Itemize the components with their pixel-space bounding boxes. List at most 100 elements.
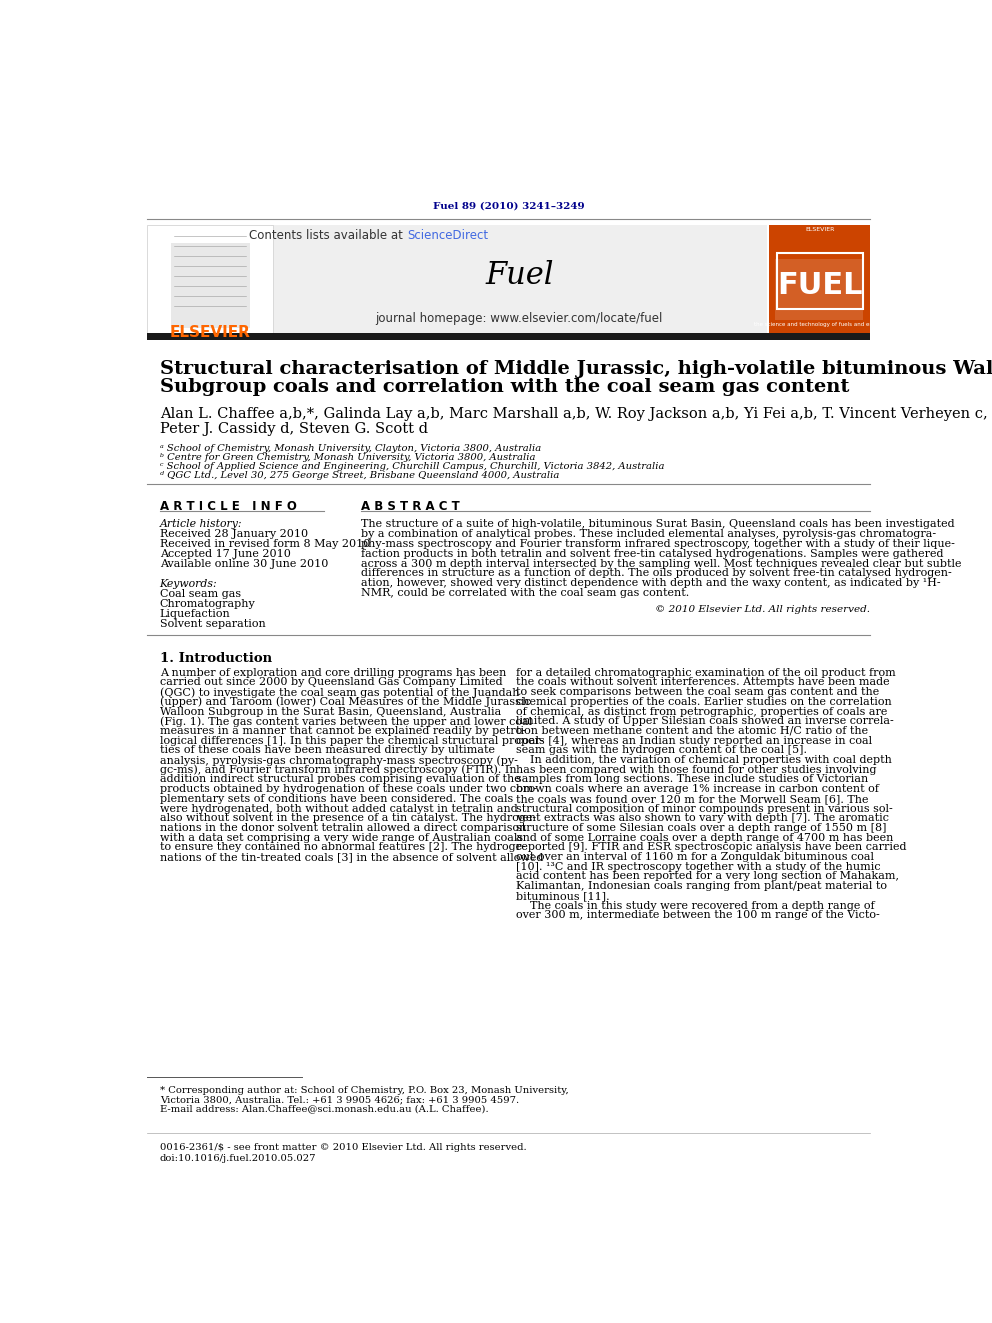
Bar — [171, 243, 250, 328]
Text: Liquefaction: Liquefaction — [160, 609, 230, 619]
Text: ties of these coals have been measured directly by ultimate: ties of these coals have been measured d… — [160, 745, 495, 755]
Text: structural composition of minor compounds present in various sol-: structural composition of minor compound… — [516, 803, 893, 814]
Bar — [147, 333, 870, 340]
Bar — [775, 259, 863, 320]
Text: seam gas with the hydrogen content of the coal [5].: seam gas with the hydrogen content of th… — [516, 745, 807, 755]
Text: acid content has been reported for a very long section of Mahakam,: acid content has been reported for a ver… — [516, 872, 899, 881]
Text: coals [4], whereas an Indian study reported an increase in coal: coals [4], whereas an Indian study repor… — [516, 736, 872, 746]
Text: reported [9]. FTIR and ESR spectroscopic analysis have been carried: reported [9]. FTIR and ESR spectroscopic… — [516, 843, 907, 852]
Text: to ensure they contained no abnormal features [2]. The hydroge-: to ensure they contained no abnormal fea… — [160, 843, 526, 852]
Text: limited. A study of Upper Silesian coals showed an inverse correla-: limited. A study of Upper Silesian coals… — [516, 716, 894, 726]
Text: NMR, could be correlated with the coal seam gas content.: NMR, could be correlated with the coal s… — [361, 589, 689, 598]
Text: Received in revised form 8 May 2010: Received in revised form 8 May 2010 — [160, 540, 370, 549]
Text: Alan L. Chaffee a,b,*, Galinda Lay a,b, Marc Marshall a,b, W. Roy Jackson a,b, Y: Alan L. Chaffee a,b,*, Galinda Lay a,b, … — [160, 406, 987, 421]
Text: also without solvent in the presence of a tin catalyst. The hydroge-: also without solvent in the presence of … — [160, 814, 536, 823]
Text: ELSEVIER: ELSEVIER — [170, 324, 250, 340]
Bar — [778, 254, 863, 308]
Text: A number of exploration and core drilling programs has been: A number of exploration and core drillin… — [160, 668, 506, 677]
Text: the science and technology of fuels and energy: the science and technology of fuels and … — [754, 321, 886, 327]
Bar — [769, 225, 870, 335]
Text: Contents lists available at: Contents lists available at — [249, 229, 407, 242]
Text: were hydrogenated, both without added catalyst in tetralin and: were hydrogenated, both without added ca… — [160, 803, 518, 814]
Text: Chromatography: Chromatography — [160, 599, 255, 609]
Text: by a combination of analytical probes. These included elemental analyses, pyroly: by a combination of analytical probes. T… — [361, 529, 936, 538]
Text: ELSEVIER: ELSEVIER — [806, 228, 834, 232]
Text: brown coals where an average 1% increase in carbon content of: brown coals where an average 1% increase… — [516, 785, 879, 794]
Bar — [186, 266, 233, 320]
Text: Received 28 January 2010: Received 28 January 2010 — [160, 529, 308, 540]
Text: products obtained by hydrogenation of these coals under two com-: products obtained by hydrogenation of th… — [160, 785, 537, 794]
Text: Fuel: Fuel — [485, 261, 554, 291]
Text: Walloon Subgroup in the Surat Basin, Queensland, Australia: Walloon Subgroup in the Surat Basin, Que… — [160, 706, 501, 717]
Text: addition indirect structural probes comprising evaluation of the: addition indirect structural probes comp… — [160, 774, 521, 785]
Text: gc-ms), and Fourier transform infrared spectroscopy (FTIR). In: gc-ms), and Fourier transform infrared s… — [160, 765, 516, 775]
Text: Solvent separation: Solvent separation — [160, 619, 266, 630]
Text: out over an interval of 1160 m for a Zonguldak bituminous coal: out over an interval of 1160 m for a Zon… — [516, 852, 874, 863]
Text: A R T I C L E   I N F O: A R T I C L E I N F O — [160, 500, 297, 513]
Text: doi:10.1016/j.fuel.2010.05.027: doi:10.1016/j.fuel.2010.05.027 — [160, 1154, 316, 1163]
Text: plementary sets of conditions have been considered. The coals: plementary sets of conditions have been … — [160, 794, 513, 804]
Text: nations of the tin-treated coals [3] in the absence of solvent allowed: nations of the tin-treated coals [3] in … — [160, 852, 543, 863]
Text: (upper) and Taroom (lower) Coal Measures of the Middle Jurassic: (upper) and Taroom (lower) Coal Measures… — [160, 697, 531, 708]
Text: The coals in this study were recovered from a depth range of: The coals in this study were recovered f… — [516, 901, 875, 910]
Text: chemical properties of the coals. Earlier studies on the correlation: chemical properties of the coals. Earlie… — [516, 697, 892, 706]
Bar — [192, 274, 227, 314]
Text: Keywords:: Keywords: — [160, 579, 217, 589]
Text: measures in a manner that cannot be explained readily by petro-: measures in a manner that cannot be expl… — [160, 726, 526, 736]
Text: E-mail address: Alan.Chaffee@sci.monash.edu.au (A.L. Chaffee).: E-mail address: Alan.Chaffee@sci.monash.… — [160, 1105, 488, 1114]
Text: nations in the donor solvent tetralin allowed a direct comparison: nations in the donor solvent tetralin al… — [160, 823, 526, 833]
Text: Coal seam gas: Coal seam gas — [160, 589, 241, 599]
Text: structure of some Silesian coals over a depth range of 1550 m [8]: structure of some Silesian coals over a … — [516, 823, 887, 833]
Text: journal homepage: www.elsevier.com/locate/fuel: journal homepage: www.elsevier.com/locat… — [376, 312, 663, 324]
Text: analysis, pyrolysis-gas chromatography-mass spectroscopy (py-: analysis, pyrolysis-gas chromatography-m… — [160, 755, 518, 766]
Text: In addition, the variation of chemical properties with coal depth: In addition, the variation of chemical p… — [516, 755, 892, 765]
Text: Available online 30 June 2010: Available online 30 June 2010 — [160, 560, 328, 569]
Text: with a data set comprising a very wide range of Australian coals: with a data set comprising a very wide r… — [160, 832, 523, 843]
Text: across a 300 m depth interval intersected by the sampling well. Most techniques : across a 300 m depth interval intersecte… — [361, 558, 961, 569]
Text: Article history:: Article history: — [160, 519, 242, 529]
Text: ScienceDirect: ScienceDirect — [407, 229, 488, 242]
Text: ᵇ Centre for Green Chemistry, Monash University, Victoria 3800, Australia: ᵇ Centre for Green Chemistry, Monash Uni… — [160, 452, 535, 462]
Text: (QGC) to investigate the coal seam gas potential of the Juandah: (QGC) to investigate the coal seam gas p… — [160, 687, 519, 697]
Text: Subgroup coals and correlation with the coal seam gas content: Subgroup coals and correlation with the … — [160, 378, 849, 396]
Bar — [198, 280, 221, 307]
Text: Fuel 89 (2010) 3241–3249: Fuel 89 (2010) 3241–3249 — [433, 202, 584, 210]
Bar — [147, 225, 273, 335]
Text: [10]. ¹³C and IR spectroscopy together with a study of the humic: [10]. ¹³C and IR spectroscopy together w… — [516, 861, 881, 872]
Text: A B S T R A C T: A B S T R A C T — [361, 500, 460, 513]
Text: to seek comparisons between the coal seam gas content and the: to seek comparisons between the coal sea… — [516, 687, 879, 697]
Text: FUEL: FUEL — [777, 271, 863, 300]
Text: has been compared with those found for other studies involving: has been compared with those found for o… — [516, 765, 877, 775]
Text: ation, however, showed very distinct dependence with depth and the waxy content,: ation, however, showed very distinct dep… — [361, 578, 940, 589]
Text: logical differences [1]. In this paper the chemical structural proper-: logical differences [1]. In this paper t… — [160, 736, 544, 746]
Text: © 2010 Elsevier Ltd. All rights reserved.: © 2010 Elsevier Ltd. All rights reserved… — [655, 606, 870, 614]
Text: over 300 m, intermediate between the 100 m range of the Victo-: over 300 m, intermediate between the 100… — [516, 910, 880, 921]
Text: for a detailed chromatographic examination of the oil product from: for a detailed chromatographic examinati… — [516, 668, 896, 677]
Text: Victoria 3800, Australia. Tel.: +61 3 9905 4626; fax: +61 3 9905 4597.: Victoria 3800, Australia. Tel.: +61 3 99… — [160, 1095, 519, 1105]
Text: (Fig. 1). The gas content varies between the upper and lower coal: (Fig. 1). The gas content varies between… — [160, 716, 532, 726]
Text: 1. Introduction: 1. Introduction — [160, 652, 272, 665]
Text: vent extracts was also shown to vary with depth [7]. The aromatic: vent extracts was also shown to vary wit… — [516, 814, 889, 823]
Text: samples from long sections. These include studies of Victorian: samples from long sections. These includ… — [516, 774, 868, 785]
Bar — [271, 225, 767, 335]
Text: and of some Lorraine coals over a depth range of 4700 m has been: and of some Lorraine coals over a depth … — [516, 832, 894, 843]
Text: phy-mass spectroscopy and Fourier transform infrared spectroscopy, together with: phy-mass spectroscopy and Fourier transf… — [361, 538, 955, 549]
Text: Structural characterisation of Middle Jurassic, high-volatile bituminous Walloon: Structural characterisation of Middle Ju… — [160, 360, 992, 378]
Text: tion between methane content and the atomic H/C ratio of the: tion between methane content and the ato… — [516, 726, 868, 736]
Text: differences in structure as a function of depth. The oils produced by solvent fr: differences in structure as a function o… — [361, 569, 952, 578]
Text: 0016-2361/$ - see front matter © 2010 Elsevier Ltd. All rights reserved.: 0016-2361/$ - see front matter © 2010 El… — [160, 1143, 527, 1152]
Text: ᶜ School of Applied Science and Engineering, Churchill Campus, Churchill, Victor: ᶜ School of Applied Science and Engineer… — [160, 462, 665, 471]
Text: Accepted 17 June 2010: Accepted 17 June 2010 — [160, 549, 291, 560]
Text: of chemical, as distinct from petrographic, properties of coals are: of chemical, as distinct from petrograph… — [516, 706, 888, 717]
Text: faction products in both tetralin and solvent free-tin catalysed hydrogenations.: faction products in both tetralin and so… — [361, 549, 943, 558]
Text: ᵃ School of Chemistry, Monash University, Clayton, Victoria 3800, Australia: ᵃ School of Chemistry, Monash University… — [160, 443, 541, 452]
Text: bituminous [11].: bituminous [11]. — [516, 890, 610, 901]
Text: Peter J. Cassidy d, Steven G. Scott d: Peter J. Cassidy d, Steven G. Scott d — [160, 422, 428, 437]
Text: * Corresponding author at: School of Chemistry, P.O. Box 23, Monash University,: * Corresponding author at: School of Che… — [160, 1086, 568, 1095]
Text: carried out since 2000 by Queensland Gas Company Limited: carried out since 2000 by Queensland Gas… — [160, 677, 502, 688]
Text: The structure of a suite of high-volatile, bituminous Surat Basin, Queensland co: The structure of a suite of high-volatil… — [361, 519, 954, 529]
Text: Kalimantan, Indonesian coals ranging from plant/peat material to: Kalimantan, Indonesian coals ranging fro… — [516, 881, 887, 892]
Text: the coals without solvent interferences. Attempts have been made: the coals without solvent interferences.… — [516, 677, 890, 688]
Text: the coals was found over 120 m for the Morwell Seam [6]. The: the coals was found over 120 m for the M… — [516, 794, 869, 804]
Text: ᵈ QGC Ltd., Level 30, 275 George Street, Brisbane Queensland 4000, Australia: ᵈ QGC Ltd., Level 30, 275 George Street,… — [160, 471, 559, 480]
